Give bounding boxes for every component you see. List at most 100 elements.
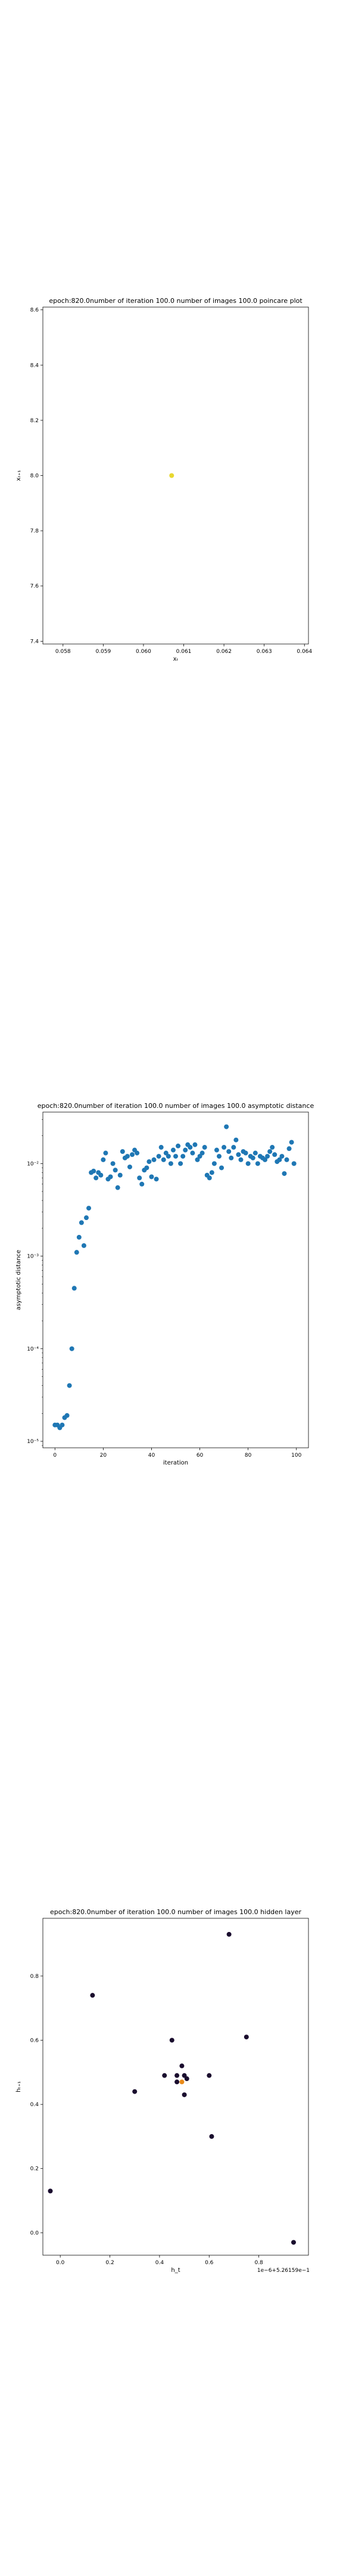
chart-title: epoch:820.0number of iteration 100.0 num…: [38, 1102, 314, 1110]
data-point-s0-14: [244, 2035, 249, 2040]
data-point-s0-12: [209, 2134, 214, 2139]
data-point-s0-93: [277, 1157, 282, 1162]
data-point-s0-64: [207, 1175, 212, 1181]
data-point-s0-91: [272, 1152, 277, 1157]
x-tick-label: 0.061: [176, 649, 192, 655]
data-point-s0-41: [151, 1157, 157, 1162]
data-point-s0-40: [149, 1174, 154, 1179]
y-tick-label: 0.2: [30, 2166, 39, 2172]
x-tick-label: 0.059: [95, 649, 111, 655]
data-point-s0-39: [146, 1159, 152, 1165]
x-tick-label: 0.8: [254, 2260, 263, 2266]
data-point-s0-96: [284, 1157, 289, 1162]
y-tick-label: 7.4: [30, 639, 39, 645]
x-tick-label: 0.060: [136, 649, 151, 655]
data-point-s0-27: [117, 1172, 123, 1178]
data-point-s0-82: [250, 1155, 255, 1160]
y-tick-label: 7.6: [30, 584, 39, 590]
data-point-s0-97: [286, 1146, 292, 1151]
data-point-s0-13: [226, 1931, 232, 1937]
y-tick-label: 0.0: [30, 2230, 39, 2236]
data-point-s0-68: [216, 1154, 222, 1159]
data-point-s0-67: [214, 1147, 219, 1153]
data-point-s0-45: [161, 1157, 166, 1162]
data-point-s0-71: [224, 1124, 229, 1129]
data-point-s0-11: [79, 1220, 84, 1225]
data-point-s0-50: [173, 1154, 178, 1159]
data-point-s0-42: [154, 1176, 159, 1182]
y-tick-label: 0.6: [30, 2038, 39, 2044]
data-point-s0-99: [291, 1161, 297, 1166]
data-point-s0-23: [108, 1174, 113, 1179]
x-tick-label: 0.058: [55, 649, 71, 655]
chart-title: epoch:820.0number of iteration 100.0 num…: [50, 1908, 301, 1916]
data-point-s0-36: [139, 1181, 145, 1187]
data-point-s0-7: [69, 1346, 74, 1351]
x-axis-label: xₜ: [173, 656, 179, 662]
x-offset-text: 1e−6+5.26159e−1: [257, 2268, 310, 2274]
data-point-s0-11: [207, 2073, 212, 2078]
data-point-s0-26: [115, 1185, 120, 1190]
data-point-s0-8: [174, 2079, 180, 2085]
data-point-s0-5: [64, 1413, 70, 1418]
data-point-s0-3: [162, 2073, 167, 2078]
data-point-s0-28: [120, 1149, 125, 1154]
data-point-s0-61: [199, 1150, 205, 1156]
data-point-s0-5: [174, 2073, 180, 2078]
data-point-s0-30: [124, 1154, 130, 1159]
y-tick-label: 8.4: [30, 363, 39, 369]
data-point-s0-88: [265, 1154, 270, 1159]
data-point-s0-90: [270, 1145, 275, 1150]
data-point-s0-6: [179, 2063, 185, 2069]
data-point-s0-6: [67, 1383, 72, 1388]
data-point-s0-77: [238, 1157, 244, 1162]
data-point-s0-73: [229, 1155, 234, 1160]
plot-frame: [42, 1111, 309, 1448]
y-tick-label: 8.6: [30, 308, 39, 314]
data-point-s0-1: [90, 1993, 95, 1998]
x-tick-label: 0.2: [105, 2260, 114, 2266]
data-point-s0-0: [169, 473, 174, 478]
y-tick-label: 0.8: [30, 1974, 39, 1980]
data-point-s0-48: [168, 1161, 173, 1166]
data-point-s0-49: [170, 1147, 176, 1153]
data-point-s0-31: [127, 1164, 132, 1169]
chart-title: epoch:820.0number of iteration 100.0 num…: [49, 297, 303, 305]
data-point-s0-12: [81, 1243, 86, 1248]
data-point-s0-35: [137, 1175, 142, 1181]
y-tick-label: 8.2: [30, 418, 39, 424]
data-point-s0-54: [183, 1147, 188, 1153]
y-tick-label: 0.4: [30, 2102, 39, 2108]
data-point-s0-2: [132, 2089, 138, 2094]
x-tick-label: 20: [100, 1453, 107, 1459]
x-axis-label: h_t: [171, 2267, 180, 2274]
y-axis-label: xₜ₊₁: [15, 470, 22, 481]
data-point-s0-95: [282, 1171, 287, 1176]
data-point-s0-32: [130, 1152, 135, 1157]
data-point-s0-9: [184, 2076, 189, 2082]
x-axis-label: iteration: [163, 1460, 188, 1466]
data-point-s0-0: [48, 2188, 53, 2194]
y-tick-label: 7.8: [30, 528, 39, 534]
data-point-s0-44: [158, 1145, 164, 1150]
data-point-s0-65: [209, 1170, 214, 1175]
data-point-s0-13: [83, 1215, 89, 1221]
data-point-s0-43: [156, 1154, 161, 1159]
y-tick-label: 8.0: [30, 473, 39, 479]
y-axis-label: asymptotic distance: [15, 1250, 22, 1310]
data-point-s0-80: [245, 1161, 251, 1166]
y-tick-label: 10⁻³: [27, 1254, 39, 1260]
data-point-s0-74: [231, 1145, 236, 1150]
data-point-s0-72: [226, 1149, 232, 1154]
x-tick-label: 60: [197, 1453, 204, 1459]
data-point-s0-98: [289, 1140, 294, 1145]
data-point-s0-17: [93, 1175, 99, 1181]
x-tick-label: 0.4: [155, 2260, 164, 2266]
data-point-s0-52: [178, 1161, 183, 1166]
data-point-s0-7: [182, 2073, 187, 2078]
data-point-s0-4: [169, 2038, 174, 2043]
data-point-s0-21: [103, 1150, 108, 1156]
x-tick-label: 0.0: [56, 2260, 65, 2266]
data-point-s0-15: [291, 2240, 296, 2245]
